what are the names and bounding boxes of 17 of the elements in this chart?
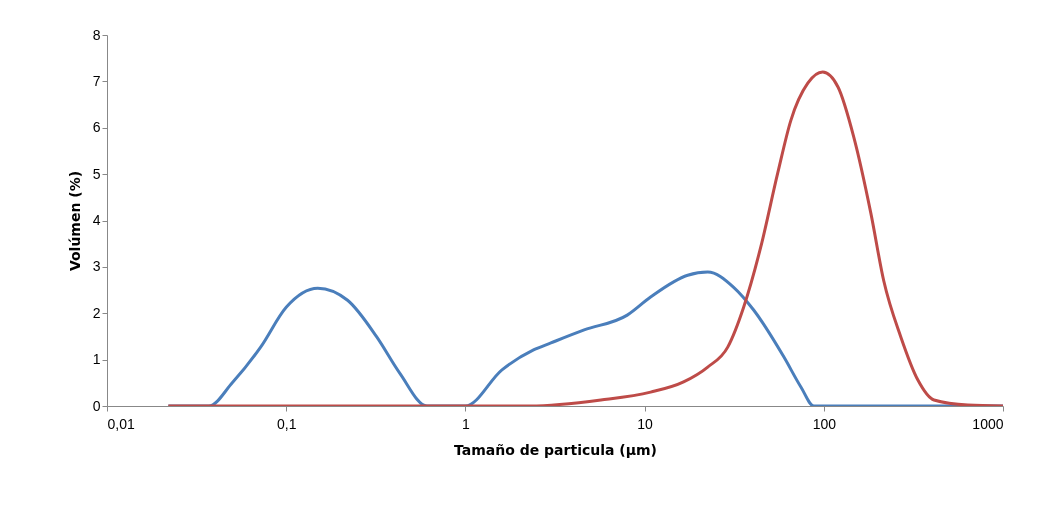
y-tick-label: 2: [92, 304, 101, 321]
y-tick-label: 0: [92, 397, 101, 414]
x-tick-label: 0,1: [276, 415, 297, 432]
y-tick-label: 3: [92, 258, 101, 275]
y-tick-label: 7: [92, 72, 101, 89]
x-tick-label: 0,01: [107, 415, 135, 432]
x-axis-title: Tamaño de particula (µm): [453, 441, 658, 458]
y-tick-label: 6: [92, 119, 101, 136]
y-tick-label: 1: [92, 351, 101, 368]
y-tick-label: 8: [92, 26, 101, 43]
y-tick-label: 4: [92, 212, 101, 228]
y-tick-label: 5: [92, 165, 101, 182]
x-tick-label: 1: [462, 415, 470, 432]
x-tick-label: 1000: [972, 415, 1004, 432]
x-tick-label: 10: [637, 415, 654, 432]
x-tick-label: 100: [812, 415, 837, 432]
y-axis-title: Volúmen (%): [66, 170, 83, 272]
